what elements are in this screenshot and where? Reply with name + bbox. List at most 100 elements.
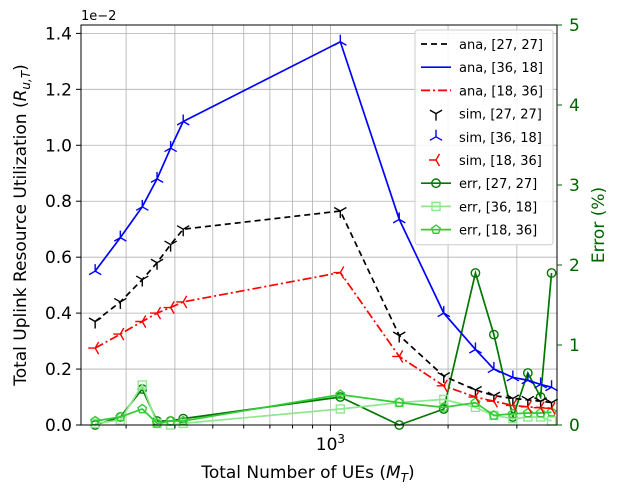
y-tick-label: 0.8 bbox=[45, 192, 72, 212]
data-point bbox=[335, 389, 346, 399]
y2-tick-label: 3 bbox=[569, 176, 580, 196]
legend-item: sim, [27, 27] bbox=[429, 108, 542, 123]
legend-item: err, [27, 27] bbox=[421, 177, 537, 192]
data-point bbox=[438, 404, 449, 414]
y-tick-label: 0.6 bbox=[45, 248, 72, 268]
legend-label: ana, [18, 36] bbox=[459, 84, 543, 99]
data-point bbox=[437, 306, 451, 318]
data-point bbox=[150, 306, 162, 320]
series-line bbox=[95, 393, 552, 425]
data-point bbox=[176, 295, 188, 309]
data-point bbox=[164, 240, 178, 252]
data-point bbox=[394, 397, 405, 407]
data-point bbox=[522, 407, 533, 418]
y-axis-label: Total Uplink Resource Utilization (Ru,T) bbox=[11, 64, 33, 387]
data-point bbox=[533, 401, 545, 415]
data-point bbox=[135, 199, 149, 211]
data-point bbox=[88, 341, 100, 355]
data-point bbox=[437, 371, 451, 384]
y-tick-label: 1.0 bbox=[45, 136, 72, 156]
data-point bbox=[137, 403, 148, 414]
legend-marker bbox=[429, 129, 443, 141]
data-point bbox=[520, 400, 532, 414]
data-point bbox=[507, 408, 518, 419]
data-point bbox=[333, 266, 345, 279]
data-point bbox=[470, 268, 481, 278]
data-point bbox=[534, 377, 548, 389]
data-point bbox=[392, 212, 406, 224]
y-scale-factor: 1e−2 bbox=[81, 9, 116, 24]
data-point bbox=[436, 379, 448, 393]
y2-tick-label: 5 bbox=[569, 16, 580, 36]
legend-label: err, [36, 18] bbox=[459, 200, 537, 215]
data-point bbox=[135, 315, 147, 328]
data-point bbox=[151, 418, 163, 428]
legend-label: sim, [27, 27] bbox=[459, 108, 542, 123]
data-point bbox=[150, 171, 164, 183]
data-point bbox=[468, 390, 480, 404]
legend-box bbox=[414, 29, 554, 246]
legend-item: sim, [36, 18] bbox=[429, 129, 542, 146]
legend-label: err, [27, 27] bbox=[459, 177, 537, 192]
legend-label: sim, [18, 36] bbox=[459, 154, 542, 169]
legend-marker bbox=[429, 153, 441, 167]
data-point bbox=[113, 230, 127, 242]
data-point bbox=[113, 297, 127, 309]
data-point bbox=[333, 206, 347, 219]
series-8 bbox=[90, 389, 557, 428]
data-point bbox=[505, 398, 517, 412]
legend-label: sim, [36, 18] bbox=[459, 131, 542, 146]
legend-marker bbox=[429, 109, 443, 121]
data-point bbox=[546, 406, 557, 417]
data-point bbox=[163, 301, 175, 314]
data-point bbox=[335, 404, 346, 414]
data-point bbox=[438, 402, 449, 412]
y-tick-label: 0.0 bbox=[45, 416, 72, 436]
data-point bbox=[113, 327, 125, 341]
y2-tick-label: 2 bbox=[569, 256, 580, 276]
data-point bbox=[176, 225, 190, 237]
data-point bbox=[335, 392, 346, 402]
data-point bbox=[115, 411, 126, 422]
data-point bbox=[488, 410, 499, 420]
data-point bbox=[178, 418, 188, 429]
y2-tick-label: 1 bbox=[569, 336, 580, 356]
legend-marker bbox=[431, 178, 441, 189]
data-point bbox=[506, 370, 520, 382]
data-point bbox=[487, 362, 501, 374]
data-point bbox=[544, 401, 556, 415]
y-tick-label: 0.2 bbox=[45, 360, 72, 380]
y2-axis-label: Error (%) bbox=[589, 187, 609, 263]
data-point bbox=[488, 329, 499, 340]
data-point bbox=[176, 114, 190, 126]
data-point bbox=[470, 397, 481, 407]
y-tick-label: 1.2 bbox=[45, 80, 72, 100]
legend-label: err, [18, 36] bbox=[459, 224, 537, 239]
y-tick-label: 0.4 bbox=[45, 304, 72, 324]
data-point bbox=[546, 268, 557, 278]
legend-item: err, [18, 36] bbox=[421, 224, 537, 239]
legend-item: err, [36, 18] bbox=[421, 200, 537, 215]
data-point bbox=[135, 275, 149, 287]
series-5 bbox=[88, 266, 556, 415]
legend-label: ana, [27, 27] bbox=[459, 38, 543, 53]
series-3 bbox=[88, 206, 558, 410]
data-point bbox=[88, 317, 102, 329]
y2-tick-label: 0 bbox=[569, 416, 580, 436]
data-point bbox=[468, 342, 482, 354]
legend-item: ana, [18, 36] bbox=[421, 84, 543, 99]
data-point bbox=[392, 350, 404, 363]
x-axis-label: Total Number of UEs (MT) bbox=[200, 463, 414, 485]
data-point bbox=[88, 264, 102, 276]
data-point bbox=[535, 407, 546, 418]
y-tick-label: 1.4 bbox=[45, 24, 72, 44]
legend-item: ana, [27, 27] bbox=[421, 38, 543, 53]
data-point bbox=[521, 373, 535, 385]
data-point bbox=[333, 34, 347, 46]
legend-marker bbox=[430, 224, 442, 234]
data-point bbox=[164, 141, 178, 153]
legend-item: sim, [18, 36] bbox=[429, 153, 542, 169]
data-point bbox=[90, 418, 100, 429]
data-point bbox=[150, 258, 164, 270]
